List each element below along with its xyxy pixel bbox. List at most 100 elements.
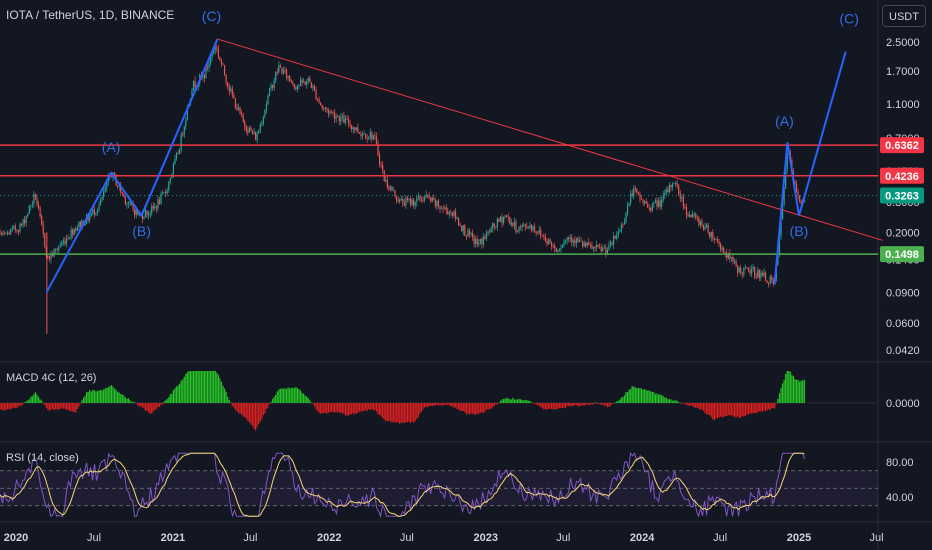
candle-body xyxy=(696,217,698,219)
macd-bar xyxy=(704,403,706,414)
macd-bar xyxy=(616,401,618,403)
candle-body xyxy=(408,198,410,200)
macd-bar xyxy=(369,403,371,410)
candle-body xyxy=(220,60,223,65)
candle-body xyxy=(34,194,37,198)
candle-body xyxy=(158,199,161,204)
candle-body xyxy=(616,235,618,239)
macd-bar xyxy=(582,403,584,406)
macd-bar xyxy=(307,397,309,403)
candle-body xyxy=(166,190,168,194)
candle-body xyxy=(464,225,466,236)
price-level-tag xyxy=(880,187,924,204)
macd-bar xyxy=(744,403,746,416)
macd-bar xyxy=(96,390,99,403)
candle-body xyxy=(253,132,255,134)
macd-bar xyxy=(293,388,295,403)
candle-body xyxy=(442,208,444,210)
candle-body xyxy=(428,195,430,198)
candle-body xyxy=(168,181,170,191)
candle-body xyxy=(191,89,193,99)
macd-bar xyxy=(509,399,511,403)
candle-body xyxy=(13,226,15,228)
macd-bar xyxy=(216,372,218,403)
macd-bar xyxy=(733,403,736,417)
macd-bar xyxy=(168,397,170,403)
macd-bar xyxy=(571,403,573,407)
candle-body xyxy=(264,109,266,117)
symbol-title: IOTA / TetherUS, 1D, BINANCE xyxy=(6,8,175,22)
candle-body xyxy=(275,72,277,81)
currency-button[interactable]: USDT xyxy=(882,5,926,27)
candle-body xyxy=(670,184,672,188)
candle-body xyxy=(61,242,63,246)
macd-bar xyxy=(411,403,413,422)
candle-body xyxy=(358,132,361,134)
macd-bar xyxy=(625,392,627,403)
macd-bar xyxy=(501,399,503,403)
macd-bar xyxy=(433,403,435,406)
macd-bar xyxy=(681,403,683,404)
time-tick-label: Jul xyxy=(243,532,257,544)
candle-body xyxy=(533,226,536,232)
candle-body xyxy=(411,199,413,205)
candle-body xyxy=(427,194,429,196)
macd-bar xyxy=(61,403,63,408)
candle-body xyxy=(757,270,759,278)
candle-body xyxy=(749,270,751,274)
candle-body xyxy=(547,239,550,245)
candle-body xyxy=(459,225,461,227)
candle-body xyxy=(479,239,481,243)
candle-body xyxy=(546,241,548,245)
macd-bar xyxy=(712,403,714,420)
macd-bar xyxy=(208,371,210,403)
candle-body xyxy=(59,245,61,248)
candle-body xyxy=(498,218,500,222)
macd-bar xyxy=(397,403,399,423)
macd-bar xyxy=(527,400,529,403)
macd-bar xyxy=(453,403,455,408)
candle-body xyxy=(580,240,582,242)
candle-body xyxy=(656,200,658,207)
macd-bar xyxy=(282,388,285,403)
candle-body xyxy=(340,117,342,122)
macd-bar xyxy=(516,399,519,403)
candle-body xyxy=(526,226,528,229)
macd-bar xyxy=(789,371,791,403)
candle-body xyxy=(185,120,187,127)
macd-bar xyxy=(419,403,421,414)
macd-bar xyxy=(132,401,134,403)
macd-bar xyxy=(261,403,263,420)
candle-body xyxy=(754,266,756,277)
macd-bar xyxy=(456,403,458,410)
candle-body xyxy=(628,203,630,206)
macd-bar xyxy=(706,403,708,415)
price-tick-label: 1.1000 xyxy=(886,99,920,111)
macd-bar xyxy=(640,388,643,403)
macd-bar xyxy=(82,397,85,403)
macd-bar xyxy=(802,380,804,403)
macd-bar xyxy=(199,371,201,403)
macd-bar xyxy=(543,403,545,410)
macd-bar xyxy=(134,402,136,403)
candle-body xyxy=(417,196,419,199)
macd-bar xyxy=(118,392,120,403)
candle-body xyxy=(0,233,2,235)
candle-body xyxy=(93,209,95,215)
macd-bar xyxy=(687,403,689,406)
macd-bar xyxy=(430,403,432,406)
macd-bar xyxy=(746,403,748,415)
macd-bar xyxy=(64,403,66,409)
macd-bar xyxy=(279,388,281,403)
macd-bar xyxy=(709,403,711,416)
candle-body xyxy=(532,226,534,231)
candle-body xyxy=(251,130,254,134)
candle-body xyxy=(352,127,354,130)
macd-bar xyxy=(738,403,740,419)
price-level-tag xyxy=(880,167,924,184)
macd-bar xyxy=(450,403,452,407)
macd-bar xyxy=(6,403,9,410)
candle-body xyxy=(281,67,283,74)
candle-body xyxy=(375,136,378,144)
